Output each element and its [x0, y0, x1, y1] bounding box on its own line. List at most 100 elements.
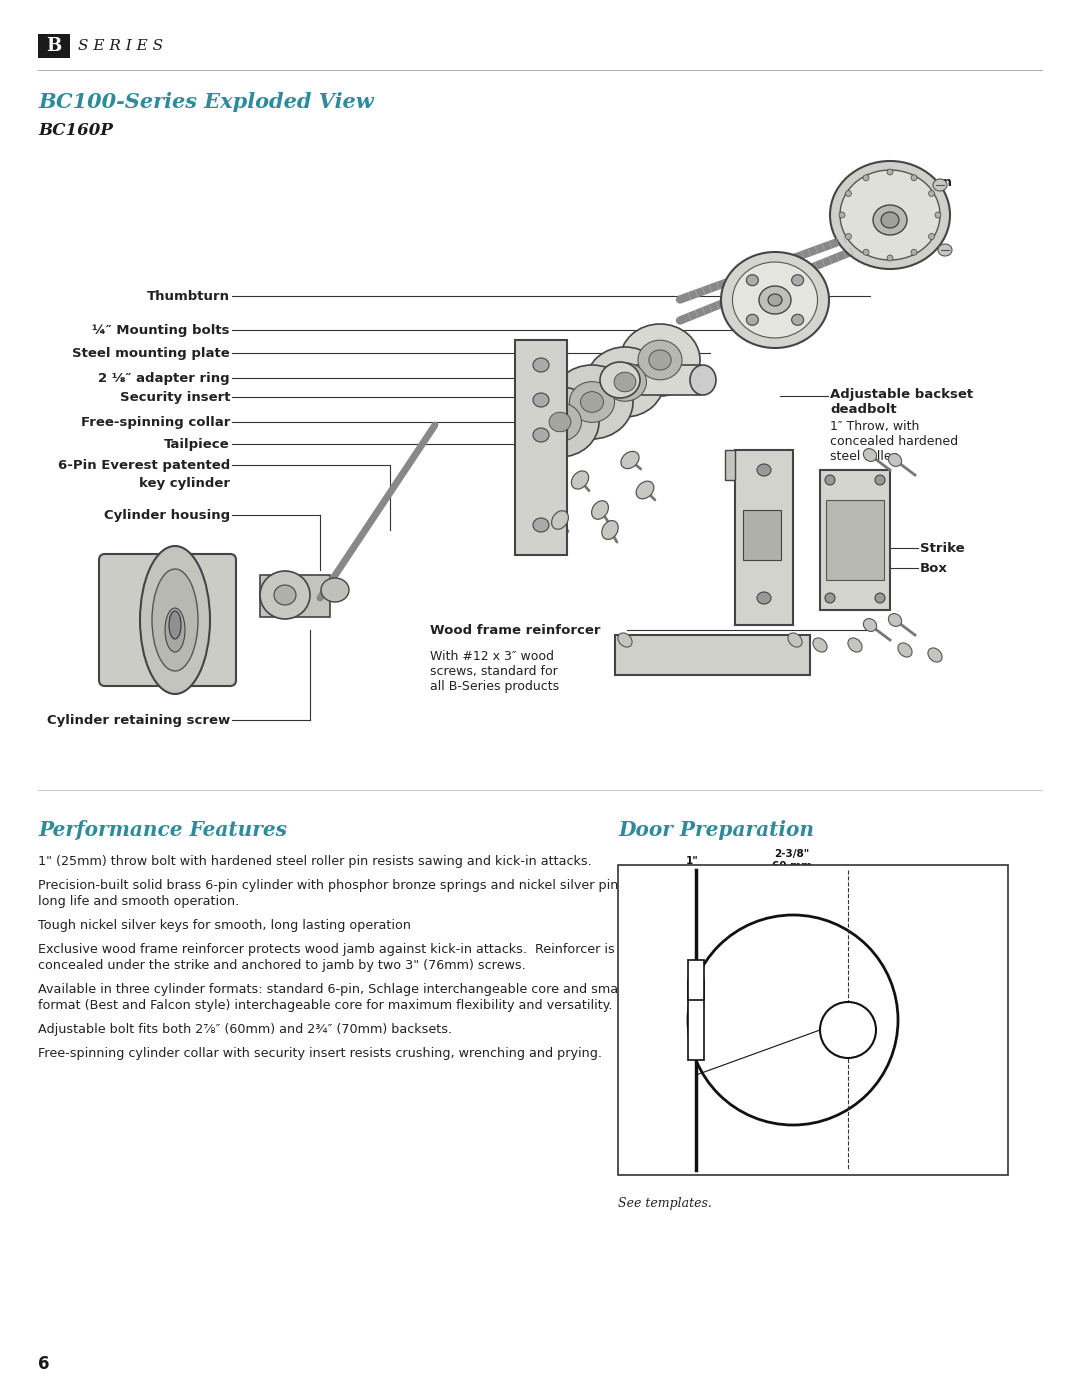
Ellipse shape	[539, 403, 581, 442]
Text: Cylinder housing: Cylinder housing	[104, 508, 230, 522]
Ellipse shape	[534, 428, 549, 442]
Ellipse shape	[788, 632, 802, 648]
Text: concealed hardened: concealed hardened	[831, 435, 958, 447]
Ellipse shape	[571, 471, 589, 489]
Bar	[515, 340, 567, 555]
Ellipse shape	[321, 579, 349, 602]
Text: 2-3/8"
60 mm: 2-3/8" 60 mm	[772, 849, 812, 871]
Ellipse shape	[569, 381, 615, 423]
Text: Precision-built solid brass 6-pin cylinder with phosphor bronze springs and nick: Precision-built solid brass 6-pin cylind…	[38, 878, 673, 892]
Text: 6: 6	[38, 1355, 50, 1373]
Text: Thumbturn: Thumbturn	[870, 175, 953, 189]
Ellipse shape	[881, 213, 899, 228]
Ellipse shape	[792, 315, 804, 326]
Ellipse shape	[887, 168, 893, 175]
Text: 7/8" dia.
22 mm: 7/8" dia. 22 mm	[648, 1074, 698, 1095]
Text: long life and smooth operation.: long life and smooth operation.	[38, 895, 240, 907]
Ellipse shape	[825, 475, 835, 485]
Text: screws: screws	[870, 206, 916, 220]
Ellipse shape	[534, 518, 549, 532]
Ellipse shape	[846, 233, 851, 239]
Ellipse shape	[165, 608, 185, 652]
Ellipse shape	[621, 452, 639, 468]
Text: Adjustable backset: Adjustable backset	[831, 388, 973, 400]
Ellipse shape	[863, 449, 877, 461]
Ellipse shape	[620, 325, 700, 396]
Text: 1″ Throw, with: 1″ Throw, with	[831, 420, 919, 434]
Text: Tough nickel silver keys for smooth, long lasting operation: Tough nickel silver keys for smooth, lon…	[38, 918, 411, 932]
Ellipse shape	[168, 610, 181, 639]
Text: 6-Pin Everest patented: 6-Pin Everest patented	[57, 458, 230, 471]
Bar	[743, 510, 781, 561]
Ellipse shape	[935, 213, 941, 218]
Text: 1" (25mm) throw bolt with hardened steel roller pin resists sawing and kick-in a: 1" (25mm) throw bolt with hardened steel…	[38, 855, 592, 869]
Ellipse shape	[521, 387, 599, 457]
Ellipse shape	[929, 191, 934, 196]
Ellipse shape	[873, 204, 907, 235]
Text: B: B	[46, 37, 62, 55]
Text: BC100-Series Exploded View: BC100-Series Exploded View	[38, 93, 374, 112]
Circle shape	[820, 1003, 876, 1058]
Ellipse shape	[274, 586, 296, 605]
Ellipse shape	[551, 365, 633, 439]
Bar	[826, 500, 885, 580]
Ellipse shape	[933, 180, 947, 191]
Bar	[618, 865, 1008, 1175]
Ellipse shape	[768, 294, 782, 307]
Text: mounting: mounting	[870, 191, 934, 204]
Ellipse shape	[549, 412, 571, 432]
Text: Wood frame reinforcer: Wood frame reinforcer	[430, 623, 600, 637]
Ellipse shape	[912, 249, 917, 255]
Ellipse shape	[759, 286, 791, 313]
Ellipse shape	[875, 592, 885, 603]
Text: Door Preparation: Door Preparation	[618, 820, 814, 840]
Text: Exclusive wood frame reinforcer protects wood jamb against kick-in attacks.  Rei: Exclusive wood frame reinforcer protects…	[38, 943, 615, 956]
Ellipse shape	[825, 592, 835, 603]
Bar	[620, 365, 700, 395]
Ellipse shape	[600, 362, 640, 398]
Text: all B-Series products: all B-Series products	[430, 679, 559, 693]
Bar	[820, 470, 890, 610]
Text: Free-spinning cylinder collar with security insert resists crushing, wrenching a: Free-spinning cylinder collar with secur…	[38, 1047, 602, 1061]
Text: Box: Box	[920, 562, 948, 574]
Ellipse shape	[889, 453, 902, 467]
Text: Strike: Strike	[920, 541, 964, 555]
Bar	[260, 574, 330, 617]
Text: screws, standard for: screws, standard for	[430, 666, 557, 678]
FancyBboxPatch shape	[99, 554, 237, 686]
Ellipse shape	[887, 255, 893, 261]
Ellipse shape	[140, 545, 210, 695]
Bar	[725, 450, 735, 481]
Ellipse shape	[638, 340, 681, 380]
Text: Adjustable bolt fits both 2⅞″ (60mm) and 2¾″ (70mm) backsets.: Adjustable bolt fits both 2⅞″ (60mm) and…	[38, 1023, 453, 1036]
Ellipse shape	[649, 349, 671, 370]
Ellipse shape	[863, 249, 869, 255]
Ellipse shape	[721, 251, 829, 348]
Text: Available in three cylinder formats: standard 6-pin, Schlage interchangeable cor: Available in three cylinder formats: sta…	[38, 983, 625, 996]
Ellipse shape	[602, 521, 618, 540]
Bar	[38, 35, 70, 58]
Ellipse shape	[152, 569, 198, 671]
Bar	[688, 981, 704, 1061]
Text: Performance Features: Performance Features	[38, 820, 287, 840]
Text: ¼″ Mounting bolts: ¼″ Mounting bolts	[93, 323, 230, 337]
Text: 2-1/4"
57 mm: 2-1/4" 57 mm	[624, 1010, 664, 1030]
Text: See templates.: See templates.	[618, 1197, 712, 1210]
Text: Steel mounting plate: Steel mounting plate	[72, 347, 230, 359]
Ellipse shape	[863, 619, 877, 631]
Ellipse shape	[929, 233, 934, 239]
Ellipse shape	[912, 175, 917, 181]
Ellipse shape	[875, 475, 885, 485]
Bar	[735, 450, 793, 626]
Ellipse shape	[831, 162, 950, 269]
Text: Security insert: Security insert	[120, 391, 230, 403]
Text: 1-1/2" or 2-1/8"
38 mm or 54 mm: 1-1/2" or 2-1/8" 38 mm or 54 mm	[753, 1135, 853, 1157]
Bar	[615, 635, 810, 675]
Ellipse shape	[813, 638, 827, 652]
Text: S E R I E S: S E R I E S	[78, 39, 163, 52]
Ellipse shape	[636, 481, 653, 499]
Text: key cylinder: key cylinder	[139, 476, 230, 489]
Ellipse shape	[260, 570, 310, 619]
Ellipse shape	[604, 363, 647, 402]
Text: 2 ⅛″ adapter ring: 2 ⅛″ adapter ring	[98, 371, 230, 384]
